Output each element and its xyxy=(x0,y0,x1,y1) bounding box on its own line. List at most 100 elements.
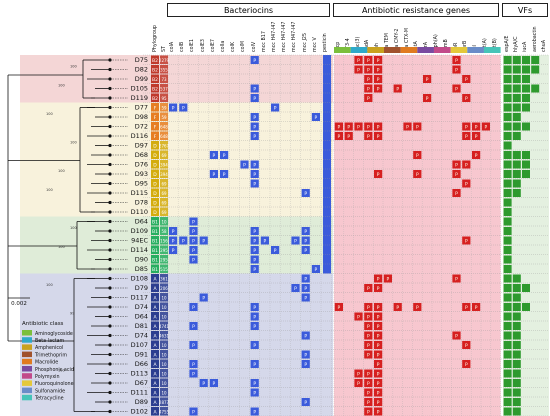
strain-label: D113 xyxy=(131,370,148,378)
cell-letter: P xyxy=(338,305,341,311)
resistance-cell xyxy=(374,84,383,93)
cell-letter: P xyxy=(367,400,370,406)
tree-tip xyxy=(108,267,112,271)
cell-letter: P xyxy=(475,153,478,159)
bacteriocin-cell xyxy=(250,84,259,93)
cell-letter: P xyxy=(253,410,256,416)
strain-label: D79 xyxy=(135,284,148,292)
cell-letter: P xyxy=(475,134,478,140)
st-label: 4741 xyxy=(159,324,170,329)
bacteriocin-cell xyxy=(250,122,259,131)
cell-letter: P xyxy=(465,77,468,83)
phylogroup-label: A xyxy=(153,372,157,378)
cell-letter: P xyxy=(304,286,307,292)
cell-letter: P xyxy=(377,125,380,131)
vf-cell xyxy=(512,369,521,378)
phylogroup-label: B1 xyxy=(152,239,158,245)
strain-label: D76 xyxy=(135,161,148,169)
cell-letter: P xyxy=(253,239,256,245)
vf-cell xyxy=(503,75,512,83)
st-cell xyxy=(160,55,168,64)
cell-letter: P xyxy=(357,58,360,64)
vf-cell xyxy=(503,236,512,245)
vf-cell xyxy=(503,303,512,311)
bacteriocin-cell xyxy=(301,398,310,406)
tree-tip xyxy=(108,248,112,252)
cell-letter: P xyxy=(253,115,256,121)
bacteriocins-header: Bacteriocins xyxy=(167,3,330,17)
st-cell xyxy=(160,359,168,368)
strain-label: D115 xyxy=(131,189,148,197)
cell-letter: P xyxy=(192,343,195,349)
bootstrap-label: 100 xyxy=(46,188,53,192)
strain-label: D66 xyxy=(135,360,148,368)
vf-cell xyxy=(512,388,521,397)
cell-letter: P xyxy=(416,125,419,131)
vf-cell xyxy=(503,341,512,349)
cell-letter: P xyxy=(455,334,458,340)
vf-cell xyxy=(512,179,521,188)
resistance-genes-header: Antibiotic resistance genes xyxy=(333,3,499,17)
cell-letter: P xyxy=(367,87,370,93)
cell-letter: P xyxy=(357,372,360,378)
cell-letter: P xyxy=(304,277,307,283)
resistance-cell xyxy=(374,350,383,359)
vf-cell xyxy=(522,94,530,102)
cell-letter: P xyxy=(213,172,216,178)
resistance-cell xyxy=(364,65,373,74)
vf-cell xyxy=(512,84,521,93)
bacteriocin-cell xyxy=(199,379,208,387)
legend-swatch xyxy=(22,351,32,358)
bacteriocin-cell xyxy=(250,132,259,140)
resistance-cell xyxy=(462,303,471,311)
cell-letter: P xyxy=(357,68,360,74)
vf-cell xyxy=(522,75,530,83)
resistance-cell xyxy=(452,331,461,340)
bacteriocin-cell xyxy=(250,303,259,311)
legend-swatch xyxy=(22,366,32,372)
clade-band xyxy=(20,55,333,103)
vf-cell xyxy=(512,293,521,302)
st-label: 10 xyxy=(161,381,167,386)
cell-letter: P xyxy=(192,220,195,226)
phylogroup-cell xyxy=(151,103,159,112)
strain-label: D85 xyxy=(135,265,148,273)
cell-letter: P xyxy=(213,381,216,387)
strain-label: D117 xyxy=(131,294,148,302)
bacteriocin-cell xyxy=(189,217,198,226)
resistance-cell xyxy=(462,179,471,188)
class-strip xyxy=(400,47,418,53)
tree-tip xyxy=(108,343,112,347)
resistance-cell xyxy=(364,350,373,359)
resistance-cell xyxy=(452,274,461,283)
cell-letter: P xyxy=(377,372,380,378)
bacteriocin-cell xyxy=(271,103,280,112)
strain-label: D77 xyxy=(135,104,148,112)
cell-letter: P xyxy=(253,182,256,188)
st-label: 10 xyxy=(161,296,167,301)
resistance-cell xyxy=(374,331,383,340)
phylogroup-cell xyxy=(151,302,159,311)
vf-cell xyxy=(503,113,512,121)
tree-tip xyxy=(108,58,112,62)
cell-letter: P xyxy=(304,296,307,302)
resistance-cell xyxy=(364,56,373,64)
cell-letter: P xyxy=(416,153,419,159)
cell-letter: P xyxy=(367,305,370,311)
st-label: 2767 xyxy=(159,144,170,149)
phylogroup-cell xyxy=(151,198,159,207)
cell-letter: P xyxy=(377,315,380,321)
cell-letter: P xyxy=(377,334,380,340)
st-cell xyxy=(160,255,168,264)
cell-letter: P xyxy=(253,305,256,311)
cell-letter: P xyxy=(294,286,297,292)
bacteriocin-cell xyxy=(301,274,310,283)
tree-tip xyxy=(108,333,112,338)
cell-letter: P xyxy=(475,305,478,311)
cell-letter: P xyxy=(465,163,468,169)
vf-cell xyxy=(512,379,521,387)
bacteriocin-cell xyxy=(250,360,259,368)
tree-tip xyxy=(108,324,112,328)
vf-cell xyxy=(512,350,521,359)
st-label: 394 xyxy=(160,172,168,177)
